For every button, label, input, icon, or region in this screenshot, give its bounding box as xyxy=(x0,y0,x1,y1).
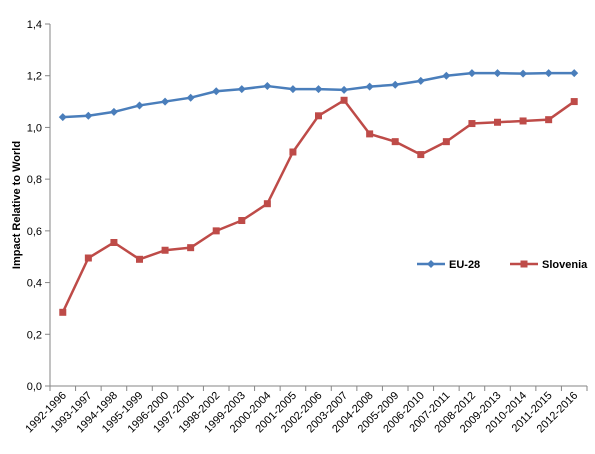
legend-item: EU-28 xyxy=(417,259,480,271)
data-point xyxy=(161,246,169,254)
data-point xyxy=(288,85,297,94)
series-layer xyxy=(58,69,579,316)
y-tick-label: 0,6 xyxy=(27,226,42,238)
data-point xyxy=(417,151,425,159)
data-point xyxy=(84,254,92,262)
data-point xyxy=(545,116,553,124)
data-point xyxy=(315,112,322,120)
data-point xyxy=(519,117,527,125)
data-point xyxy=(84,111,93,120)
y-tick-label: 0,4 xyxy=(27,278,42,290)
data-point xyxy=(340,96,348,104)
data-point xyxy=(187,244,195,252)
data-point xyxy=(442,138,450,146)
data-point xyxy=(289,148,297,156)
data-point xyxy=(314,85,323,94)
series-line xyxy=(61,99,575,313)
y-tick-label: 1,0 xyxy=(27,122,42,134)
data-point xyxy=(365,82,374,91)
data-point xyxy=(493,69,502,78)
data-point xyxy=(58,113,67,122)
data-point xyxy=(110,238,118,246)
data-point xyxy=(340,85,349,94)
series-slovenia xyxy=(59,96,578,316)
data-point xyxy=(263,82,272,91)
y-tick-label: 1,2 xyxy=(27,71,42,83)
legend-label: Slovenia xyxy=(542,259,588,271)
data-point xyxy=(135,101,144,110)
data-point xyxy=(161,97,170,106)
data-point xyxy=(416,76,425,85)
legend-label: EU-28 xyxy=(449,259,480,271)
data-point xyxy=(570,98,578,106)
data-point xyxy=(109,107,118,116)
data-point xyxy=(519,69,528,78)
y-tick-label: 0,0 xyxy=(27,381,42,393)
legend-item: Slovenia xyxy=(510,259,588,271)
data-point xyxy=(136,255,143,263)
y-axis-title: Impact Relative to World xyxy=(11,141,23,269)
legend: EU-28 Slovenia xyxy=(417,259,588,271)
data-point xyxy=(366,130,374,138)
y-tick-label: 1,4 xyxy=(27,19,42,31)
data-point xyxy=(237,85,246,94)
data-point xyxy=(59,308,67,316)
legend-marker xyxy=(520,260,528,268)
data-point xyxy=(212,227,220,235)
y-tick-label: 0,2 xyxy=(27,329,42,341)
y-tick-label: 0,8 xyxy=(27,174,42,186)
data-point xyxy=(544,69,553,78)
data-point xyxy=(494,118,501,126)
data-point xyxy=(467,69,476,78)
data-point xyxy=(391,138,399,146)
data-point xyxy=(570,69,579,78)
data-point xyxy=(238,217,246,225)
data-point xyxy=(391,80,400,89)
data-point xyxy=(186,93,195,102)
data-point xyxy=(212,87,221,96)
data-point xyxy=(263,200,271,208)
axes: 0,00,20,40,60,81,01,21,41992-19961993-19… xyxy=(23,19,588,435)
series-line xyxy=(62,71,575,119)
data-point xyxy=(468,120,476,128)
legend-marker xyxy=(427,260,435,268)
data-point xyxy=(442,71,451,80)
series-eu-28 xyxy=(58,69,579,122)
